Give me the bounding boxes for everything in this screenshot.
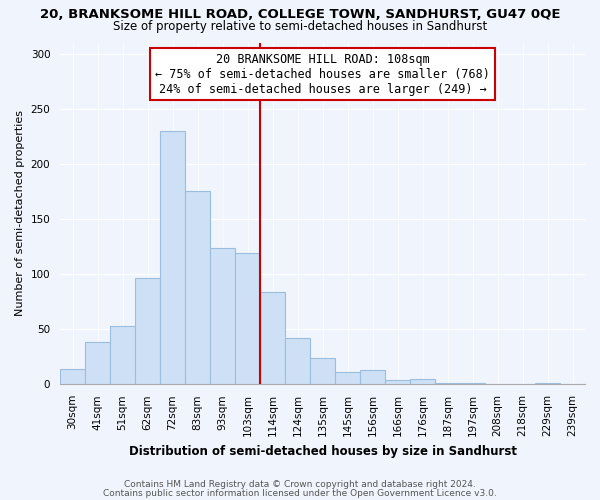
Bar <box>60 369 85 384</box>
Bar <box>110 326 135 384</box>
Bar <box>160 130 185 384</box>
Bar <box>310 358 335 384</box>
Text: 20, BRANKSOME HILL ROAD, COLLEGE TOWN, SANDHURST, GU47 0QE: 20, BRANKSOME HILL ROAD, COLLEGE TOWN, S… <box>40 8 560 20</box>
Y-axis label: Number of semi-detached properties: Number of semi-detached properties <box>15 110 25 316</box>
Bar <box>235 253 260 384</box>
Bar <box>460 383 485 384</box>
Bar <box>360 370 385 384</box>
Bar <box>135 278 160 384</box>
X-axis label: Distribution of semi-detached houses by size in Sandhurst: Distribution of semi-detached houses by … <box>128 444 517 458</box>
Text: Contains public sector information licensed under the Open Government Licence v3: Contains public sector information licen… <box>103 488 497 498</box>
Bar <box>185 192 210 384</box>
Text: Contains HM Land Registry data © Crown copyright and database right 2024.: Contains HM Land Registry data © Crown c… <box>124 480 476 489</box>
Bar <box>410 379 435 384</box>
Bar <box>385 380 410 384</box>
Bar <box>260 292 285 384</box>
Bar <box>535 383 560 384</box>
Bar <box>210 248 235 384</box>
Text: 20 BRANKSOME HILL ROAD: 108sqm
← 75% of semi-detached houses are smaller (768)
2: 20 BRANKSOME HILL ROAD: 108sqm ← 75% of … <box>155 53 490 96</box>
Bar <box>285 338 310 384</box>
Bar <box>335 372 360 384</box>
Bar <box>435 383 460 384</box>
Bar <box>85 342 110 384</box>
Text: Size of property relative to semi-detached houses in Sandhurst: Size of property relative to semi-detach… <box>113 20 487 33</box>
